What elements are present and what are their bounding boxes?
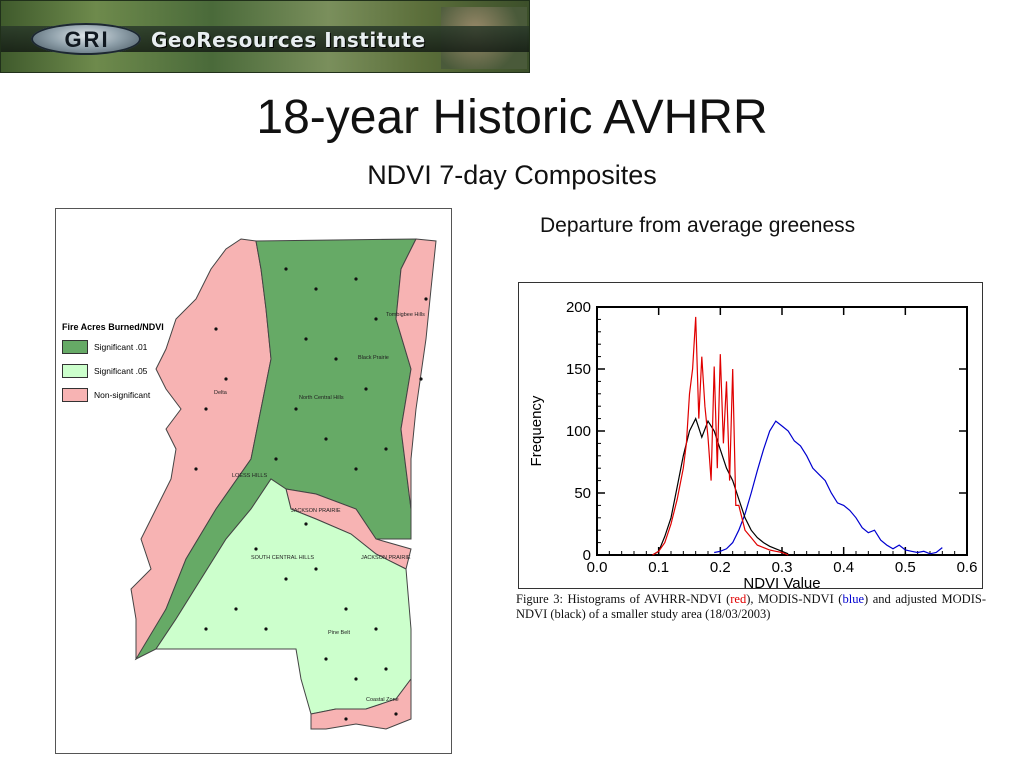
- x-tick-label: 0.6: [957, 559, 978, 576]
- x-tick-label: 0.2: [710, 559, 731, 576]
- institute-name: GeoResources Institute: [151, 28, 426, 52]
- series-line-2: [714, 420, 943, 555]
- legend-label: Significant .01: [94, 342, 148, 352]
- legend-item: Significant .01: [62, 340, 182, 354]
- chart-axes: 0.0 0.1 0.2 0.3 0.4 0.5 0.6 0 50 100 150 200 NDVI Va…: [528, 299, 978, 592]
- x-tick-label: 0.1: [648, 559, 669, 576]
- x-tick-label: 0.5: [895, 559, 916, 576]
- caption-part-2: ), MODIS-NDVI (: [746, 592, 843, 606]
- legend-label: Significant .05: [94, 366, 148, 376]
- region-non-significant-coast: [310, 677, 412, 730]
- fire-points: [194, 267, 428, 721]
- legend-title: Fire Acres Burned/NDVI: [62, 322, 164, 332]
- y-tick-label: 0: [583, 547, 591, 564]
- chart-heading: Departure from average greeness: [540, 214, 856, 237]
- caption-red: red: [730, 592, 747, 606]
- gri-logo: [31, 23, 141, 55]
- label-north-central: North Central Hills: [299, 395, 344, 401]
- figure-caption: Figure 3: Histograms of AVHRR-NDVI (red)…: [516, 592, 986, 622]
- y-axis-label: Frequency: [528, 395, 545, 466]
- region-labels: Tombigbee Hills Black Prairie North Cent…: [214, 312, 425, 703]
- label-pine-belt: Pine Belt: [328, 630, 350, 636]
- gri-logo-text: GRI: [64, 27, 110, 52]
- histogram-chart: 0.0 0.1 0.2 0.3 0.4 0.5 0.6 0 50 100 150 200 NDVI Va…: [518, 282, 983, 592]
- legend-swatch: [62, 388, 88, 402]
- y-tick-label: 150: [566, 361, 591, 378]
- label-delta: Delta: [214, 390, 228, 396]
- chart-series: [652, 316, 943, 556]
- y-tick-label: 50: [574, 485, 591, 502]
- label-jackson-prairie-2: JACKSON PRAIRIE: [361, 555, 411, 561]
- caption-part-3: ) and adjusted MODIS-NDVI (black) of a s…: [516, 592, 986, 621]
- x-axis-label: NDVI Value: [743, 575, 820, 588]
- legend-label: Non-significant: [94, 390, 151, 400]
- legend-item: Significant .05: [62, 364, 182, 378]
- x-tick-label: 0.0: [587, 559, 608, 576]
- mississippi-map: Tombigbee Hills Black Prairie North Cent…: [55, 208, 452, 754]
- label-south-central: SOUTH CENTRAL HILLS: [251, 555, 314, 561]
- slide-title: 18-year Historic AVHRR: [256, 91, 768, 144]
- label-black-prairie: Black Prairie: [358, 355, 389, 361]
- region-non-significant-east: [395, 238, 437, 510]
- caption-blue: blue: [842, 592, 864, 606]
- series-line-1: [652, 417, 789, 556]
- x-tick-label: 0.4: [833, 559, 854, 576]
- map-legend: Fire Acres Burned/NDVI Significant .01 S…: [62, 322, 182, 412]
- label-coastal-zone: Coastal Zone: [366, 697, 399, 703]
- label-jackson-prairie-1: JACKSON PRAIRIE: [291, 508, 341, 514]
- y-tick-label: 200: [566, 299, 591, 316]
- plot-box: [596, 306, 968, 556]
- map-svg: Tombigbee Hills Black Prairie North Cent…: [130, 238, 437, 730]
- label-loess: LOESS HILLS: [232, 473, 267, 479]
- legend-item: Non-significant: [62, 388, 182, 402]
- slide-subtitle: NDVI 7-day Composites: [367, 160, 657, 190]
- legend-swatch: [62, 364, 88, 378]
- histogram-svg: 0.0 0.1 0.2 0.3 0.4 0.5 0.6 0 50 100 150 200 NDVI Va…: [528, 299, 978, 592]
- series-line-0: [652, 316, 789, 556]
- x-tick-label: 0.3: [772, 559, 793, 576]
- caption-part-1: Figure 3: Histograms of AVHRR-NDVI (: [516, 592, 731, 606]
- legend-swatch: [62, 340, 88, 354]
- y-tick-label: 100: [566, 423, 591, 440]
- banner: GRI GeoResources Institute: [0, 0, 530, 73]
- label-tombigbee: Tombigbee Hills: [386, 312, 425, 318]
